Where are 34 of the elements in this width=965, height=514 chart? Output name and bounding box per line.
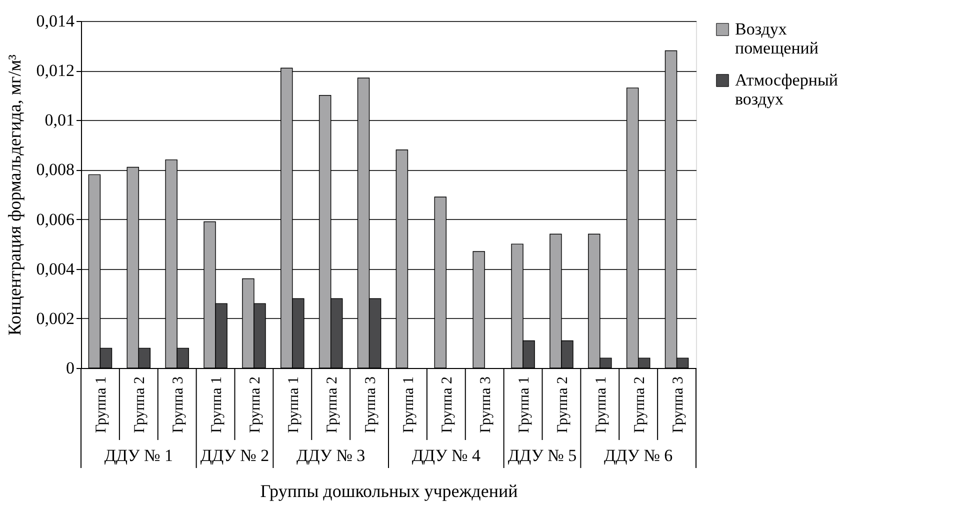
- y-tick-label: 0,01: [44, 110, 74, 130]
- x-tick-label: Группа 1: [209, 376, 226, 433]
- x-tick-label: Группа 1: [286, 376, 302, 433]
- x-tick-label: Группа 1: [94, 376, 110, 433]
- x-tick-label: Группа 2: [132, 376, 148, 433]
- text: ДДУ № 4: [412, 446, 481, 465]
- y-tick-label: 0,014: [36, 12, 75, 30]
- y-tick-label: 0,008: [36, 160, 74, 180]
- text: ДДУ № 3: [296, 446, 366, 465]
- x-tick-label: Группа 1: [401, 376, 418, 433]
- y-tick-label: 0,004: [36, 259, 75, 278]
- text: ДДУ № 1: [104, 446, 173, 465]
- x-tick-label: Группа 2: [554, 376, 571, 433]
- x-tick-label: Группа 2: [324, 376, 340, 433]
- x-tick-label: Группа 1: [516, 376, 533, 433]
- y-axis-title: Концентрация формальдегида, мг/м³: [4, 54, 24, 336]
- x-tick-label: Группа 3: [670, 376, 686, 433]
- y-tick-label: 0,006: [36, 210, 74, 229]
- x-axis-title: Группы дошкольных учреждений: [260, 480, 518, 501]
- y-tick-label: 0,012: [36, 61, 74, 80]
- legend-label: Воздух помещений: [735, 20, 819, 58]
- text: ДДУ № 2: [200, 446, 270, 465]
- x-tick-label: Группа 3: [478, 376, 494, 433]
- legend-label: Атмосферный воздух: [735, 70, 838, 108]
- x-tick-label: Группа 1: [593, 376, 610, 433]
- y-tick-label: 0: [66, 358, 74, 378]
- x-tick-label: Группа 3: [362, 376, 379, 433]
- x-tick-label: Группа 2: [247, 376, 264, 433]
- text: ДДУ № 6: [604, 446, 673, 465]
- x-tick-label: Группа 2: [440, 376, 456, 433]
- x-tick-label: Группа 2: [632, 376, 648, 433]
- y-tick-label: 0,002: [36, 308, 74, 328]
- text: ДДУ № 5: [508, 446, 577, 465]
- x-tick-label: Группа 3: [170, 376, 187, 433]
